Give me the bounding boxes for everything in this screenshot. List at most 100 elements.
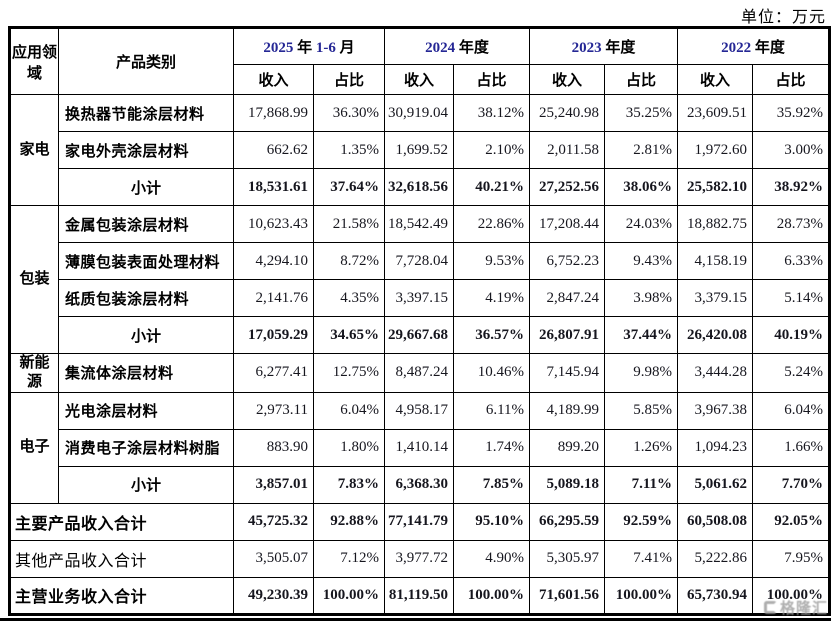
value-cell: 71,601.56 — [529, 576, 606, 615]
value-cell: 22.86% — [452, 205, 531, 243]
value-cell: 100.00% — [604, 576, 679, 615]
value-cell: 65,730.94 — [677, 576, 754, 615]
total-label: 其他产品收入合计 — [9, 539, 234, 578]
value-cell: 1,972.60 — [677, 131, 754, 169]
table-row: 纸质包装涂层材料 2,141.76 4.35% 3,397.15 4.19% 2… — [10, 279, 831, 317]
value-cell: 1.74% — [452, 428, 531, 467]
value-cell: 95.10% — [452, 502, 531, 541]
value-cell: 3,505.07 — [233, 539, 314, 578]
subtotal-row: 小计 17,059.29 34.65% 29,667.68 36.57% 26,… — [10, 316, 831, 354]
value-cell: 38.06% — [604, 168, 679, 206]
value-cell: 2,973.11 — [233, 391, 314, 430]
value-cell: 9.43% — [604, 242, 679, 280]
value-cell: 1,410.14 — [384, 428, 454, 467]
total-label: 主要产品收入合计 — [9, 502, 234, 541]
value-cell: 7.11% — [604, 465, 679, 504]
value-cell: 10.46% — [452, 353, 531, 393]
value-cell: 7.70% — [752, 465, 831, 504]
value-cell: 66,295.59 — [529, 502, 606, 541]
value-cell: 4,958.17 — [384, 391, 454, 430]
value-cell: 2.10% — [452, 131, 531, 169]
value-cell: 6.04% — [752, 391, 831, 430]
value-cell: 6.33% — [752, 242, 831, 280]
value-cell: 36.30% — [313, 94, 385, 132]
value-cell: 60,508.08 — [677, 502, 754, 541]
value-cell: 38.92% — [752, 168, 831, 206]
value-cell: 100.00% — [452, 576, 531, 615]
value-cell: 26,807.91 — [529, 316, 606, 354]
header-income: 收入 — [529, 64, 606, 95]
subtotal-label: 小计 — [58, 465, 234, 504]
value-cell: 18,542.49 — [384, 205, 454, 243]
value-cell: 6,752.23 — [529, 242, 606, 280]
value-cell: 18,531.61 — [233, 168, 314, 206]
value-cell: 38.12% — [452, 94, 531, 132]
value-cell: 49,230.39 — [233, 576, 314, 615]
value-cell: 25,582.10 — [677, 168, 754, 206]
value-cell: 1.80% — [313, 428, 385, 467]
value-cell: 7,728.04 — [384, 242, 454, 280]
value-cell: 2,011.58 — [529, 131, 606, 169]
value-cell: 7.12% — [313, 539, 385, 578]
value-cell: 4,189.99 — [529, 391, 606, 430]
revenue-table: 应用领域 产品类别 2025 年 1-6 月 2024 年度 2023 年度 2… — [8, 26, 831, 616]
value-cell: 7.95% — [752, 539, 831, 578]
value-cell: 4,158.19 — [677, 242, 754, 280]
product-label: 纸质包装涂层材料 — [58, 279, 234, 317]
value-cell: 5,305.97 — [529, 539, 606, 578]
header-share: 占比 — [452, 64, 531, 95]
header-income: 收入 — [384, 64, 454, 95]
value-cell: 100.00% — [752, 576, 831, 615]
value-cell: 662.62 — [233, 131, 314, 169]
value-cell: 3,379.15 — [677, 279, 754, 317]
subtotal-label: 小计 — [58, 168, 234, 206]
group-cell: 家电 — [9, 94, 59, 206]
table-row: 电子 光电涂层材料 2,973.11 6.04% 4,958.17 6.11% … — [9, 391, 831, 504]
value-cell: 12.75% — [313, 353, 385, 393]
value-cell: 9.53% — [452, 242, 531, 280]
value-cell: 92.88% — [313, 502, 385, 541]
value-cell: 3,967.38 — [677, 391, 754, 430]
header-income: 收入 — [677, 64, 754, 95]
total-row: 主营业务收入合计 49,230.39 100.00% 81,119.50 100… — [9, 576, 831, 615]
group-cell: 新能源 — [9, 353, 59, 393]
value-cell: 3,977.72 — [384, 539, 454, 578]
value-cell: 3.00% — [752, 131, 831, 169]
value-cell: 5,061.62 — [677, 465, 754, 504]
value-cell: 4.19% — [452, 279, 531, 317]
value-cell: 10,623.43 — [233, 205, 314, 243]
product-label: 消费电子涂层材料树脂 — [58, 428, 234, 467]
header-share: 占比 — [313, 64, 385, 95]
value-cell: 17,868.99 — [233, 94, 314, 132]
value-cell: 6,277.41 — [233, 353, 314, 393]
value-cell: 2.81% — [604, 131, 679, 169]
total-row: 其他产品收入合计 3,505.07 7.12% 3,977.72 4.90% 5… — [9, 539, 831, 578]
value-cell: 8,487.24 — [384, 353, 454, 393]
table-row: 包装 金属包装涂层材料 10,623.43 21.58% 18,542.49 2… — [9, 205, 831, 354]
value-cell: 28.73% — [752, 205, 831, 243]
value-cell: 25,240.98 — [529, 94, 606, 132]
value-cell: 3,397.15 — [384, 279, 454, 317]
value-cell: 2,141.76 — [233, 279, 314, 317]
value-cell: 36.57% — [452, 316, 531, 354]
value-cell: 17,208.44 — [529, 205, 606, 243]
value-cell: 7.41% — [604, 539, 679, 578]
product-label: 换热器节能涂层材料 — [58, 94, 234, 132]
value-cell: 7,145.94 — [529, 353, 606, 393]
value-cell: 26,420.08 — [677, 316, 754, 354]
product-label: 家电外壳涂层材料 — [58, 131, 234, 169]
header-period-2025: 2025 年 1-6 月 — [233, 27, 385, 65]
value-cell: 35.25% — [604, 94, 679, 132]
value-cell: 5.14% — [752, 279, 831, 317]
value-cell: 77,141.79 — [384, 502, 454, 541]
header-period-2023: 2023 年度 — [529, 27, 679, 65]
group-cell: 电子 — [9, 391, 59, 504]
value-cell: 8.72% — [313, 242, 385, 280]
product-label: 光电涂层材料 — [58, 391, 234, 430]
value-cell: 17,059.29 — [233, 316, 314, 354]
page-bottom-rule — [0, 618, 831, 621]
value-cell: 1,699.52 — [384, 131, 454, 169]
header-product-category: 产品类别 — [58, 27, 234, 95]
value-cell: 4.35% — [313, 279, 385, 317]
